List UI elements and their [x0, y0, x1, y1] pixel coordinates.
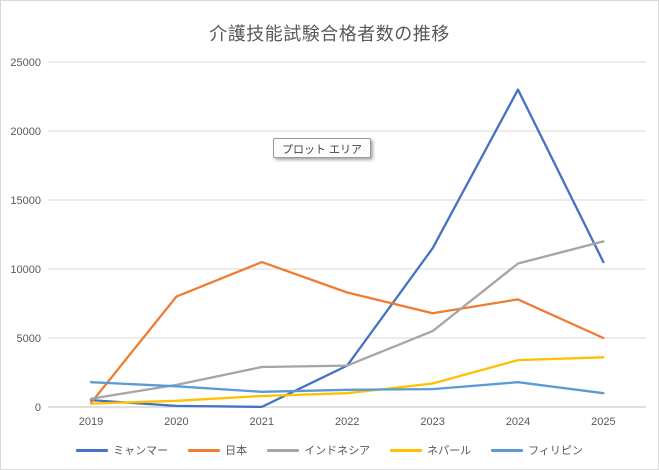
legend-item-3[interactable]: ネパール — [390, 442, 471, 458]
legend-line-swatch — [188, 448, 221, 452]
legend-line-swatch — [491, 448, 524, 452]
legend-label: インドネシア — [304, 445, 371, 457]
y-axis-label: 0 — [35, 402, 41, 414]
y-axis-label: 10000 — [10, 264, 41, 276]
series-line-4[interactable] — [89, 381, 605, 395]
y-axis-label: 15000 — [10, 195, 41, 207]
legend-label: フィリピン — [528, 445, 583, 457]
legend-label: ネパール — [427, 445, 472, 457]
legend-label: ミャンマー — [113, 445, 169, 457]
legend-item-0[interactable]: ミャンマー — [76, 442, 168, 458]
tooltip-text: プロット エリア — [282, 144, 363, 156]
y-axis-label: 20000 — [10, 126, 41, 138]
series-line-2[interactable] — [89, 240, 605, 400]
x-axis-label: 2023 — [420, 416, 444, 428]
legend: ミャンマー 日本 インドネシア ネパール フィリピン — [1, 440, 658, 460]
plot-area-tooltip: プロット エリア — [273, 138, 372, 158]
y-axis-label: 5000 — [17, 333, 41, 345]
x-axis-label: 2021 — [250, 416, 274, 428]
series-line-3[interactable] — [89, 356, 605, 405]
x-axis-label: 2022 — [335, 416, 359, 428]
y-axis-label: 25000 — [10, 57, 41, 69]
x-axis-label: 2024 — [506, 416, 530, 428]
legend-label: 日本 — [225, 445, 248, 457]
x-axis-label: 2020 — [164, 416, 188, 428]
legend-item-4[interactable]: フィリピン — [491, 442, 583, 458]
chart-title[interactable]: 介護技能試験合格者数の推移 — [209, 24, 450, 44]
legend-item-1[interactable]: 日本 — [188, 442, 247, 458]
x-axis-label: 2025 — [591, 416, 615, 428]
legend-line-swatch — [76, 448, 109, 452]
legend-line-swatch — [390, 448, 423, 452]
legend-item-2[interactable]: インドネシア — [267, 442, 370, 458]
x-axis-label: 2019 — [79, 416, 103, 428]
series-line-1[interactable] — [89, 260, 605, 405]
legend-line-swatch — [267, 448, 300, 452]
